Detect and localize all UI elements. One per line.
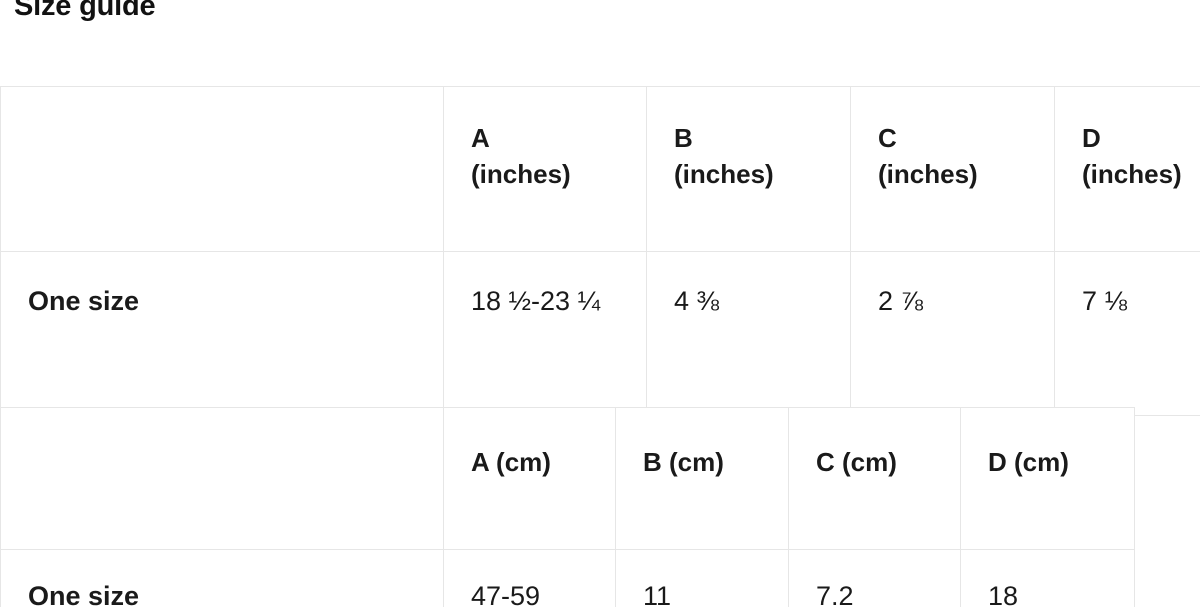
column-header-c-cm: C (cm) <box>788 407 961 550</box>
page-title: Size guide <box>14 0 156 22</box>
column-header-b: B (inches) <box>646 86 851 252</box>
table-row: One size 47-59 11 7.2 18 <box>0 549 1135 607</box>
cm-table-head: A (cm) B (cm) C (cm) D (cm) <box>0 407 1135 550</box>
cell-d-inches: 7 ⅛ <box>1054 251 1200 416</box>
cell-c-cm: 7.2 <box>788 549 961 607</box>
column-header-a-cm: A (cm) <box>443 407 616 550</box>
cell-d-cm: 18 <box>960 549 1135 607</box>
column-header-b-letter: B <box>674 123 693 153</box>
inches-table-body: One size 18 ½-23 ¼ 4 ⅜ 2 ⅞ 7 ⅛ <box>0 251 1200 416</box>
column-header-d-cm: D (cm) <box>960 407 1135 550</box>
table-header-row: A (inches) B (inches) C (inches) D (inch… <box>0 86 1200 252</box>
column-header-c-letter: C <box>878 123 897 153</box>
cell-c-inches: 2 ⅞ <box>850 251 1055 416</box>
size-guide-inches-table: A (inches) B (inches) C (inches) D (inch… <box>0 86 1200 416</box>
cell-a-inches: 18 ½-23 ¼ <box>443 251 647 416</box>
cm-table-body: One size 47-59 11 7.2 18 <box>0 549 1135 607</box>
column-header-d: D (inches) <box>1054 86 1200 252</box>
column-header-d-letter: D <box>1082 123 1101 153</box>
column-header-c: C (inches) <box>850 86 1055 252</box>
row-label-one-size: One size <box>0 549 444 607</box>
row-label-one-size: One size <box>0 251 444 416</box>
cell-a-cm: 47-59 <box>443 549 616 607</box>
cell-b-cm: 11 <box>615 549 789 607</box>
corner-header-cell <box>0 86 444 252</box>
column-header-b-unit: (inches) <box>674 159 774 189</box>
inches-table-head: A (inches) B (inches) C (inches) D (inch… <box>0 86 1200 252</box>
column-header-a-letter: A <box>471 123 490 153</box>
size-guide-cm-table: A (cm) B (cm) C (cm) D (cm) One size 47-… <box>0 407 1135 607</box>
cell-b-inches: 4 ⅜ <box>646 251 851 416</box>
column-header-c-unit: (inches) <box>878 159 978 189</box>
table-header-row: A (cm) B (cm) C (cm) D (cm) <box>0 407 1135 550</box>
column-header-a: A (inches) <box>443 86 647 252</box>
column-header-d-unit: (inches) <box>1082 159 1182 189</box>
column-header-b-cm: B (cm) <box>615 407 789 550</box>
corner-header-cell <box>0 407 444 550</box>
table-row: One size 18 ½-23 ¼ 4 ⅜ 2 ⅞ 7 ⅛ <box>0 251 1200 416</box>
column-header-a-unit: (inches) <box>471 159 571 189</box>
